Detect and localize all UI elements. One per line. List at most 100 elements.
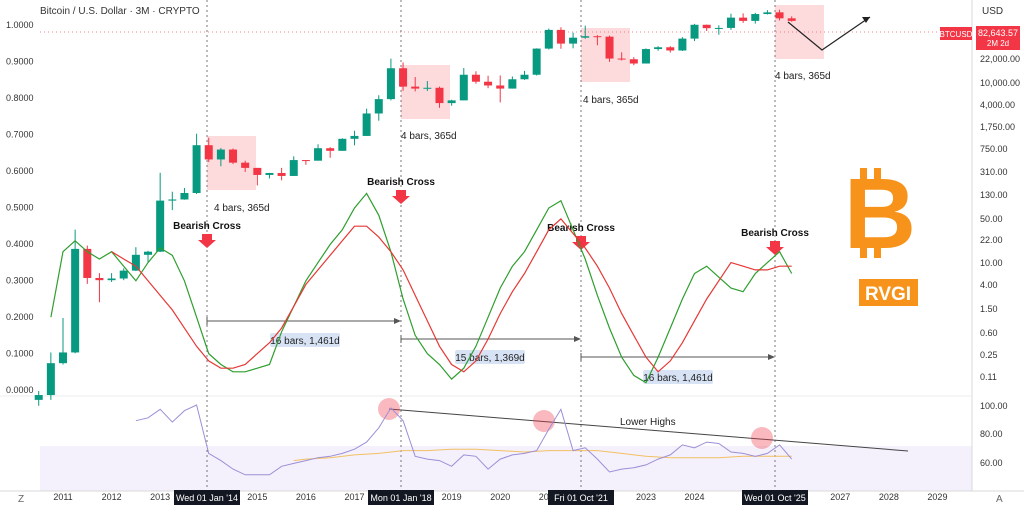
x-axis-tick: 2012 xyxy=(102,492,122,502)
candle-body xyxy=(544,29,553,49)
candle-body xyxy=(314,148,323,161)
candle-body xyxy=(532,48,541,75)
candle-body xyxy=(690,24,699,39)
x-axis-tick: 2027 xyxy=(830,492,850,502)
candle-body xyxy=(399,68,408,87)
candle-body xyxy=(374,99,383,114)
bearish-cross-label-3: Bearish Cross xyxy=(547,223,615,234)
symbol-tag-text: BTCUSD xyxy=(940,30,973,39)
bearish-cross-label-4: Bearish Cross xyxy=(741,228,809,239)
candle-body xyxy=(119,270,128,279)
candle-body xyxy=(326,148,335,151)
candle-body xyxy=(46,363,55,396)
right-price-tick: 4,000.00 xyxy=(980,100,1015,110)
candle-body xyxy=(95,277,104,281)
candle-body xyxy=(726,17,735,28)
left-axis-tick: 0.7000 xyxy=(6,130,34,140)
currency-label: USD xyxy=(982,6,1003,17)
price-tag-value: 82,643.57 xyxy=(978,28,1018,38)
bitcoin-logo-stroke-2 xyxy=(874,168,881,182)
candle-body xyxy=(265,172,274,175)
bearish-cross-arrow-2 xyxy=(392,190,410,204)
candle-body xyxy=(229,149,238,163)
right-price-tick: 22.00 xyxy=(980,235,1003,245)
projection-arrowhead xyxy=(862,17,870,23)
lower-highs-label: Lower Highs xyxy=(620,417,676,428)
left-axis-tick: 0.3000 xyxy=(6,276,34,286)
candle-body xyxy=(593,36,602,38)
range-label-1: 16 bars, 1,461d xyxy=(270,336,340,347)
x-highlight-label: Fri 01 Oct '21 xyxy=(554,493,608,503)
candle-body xyxy=(301,160,310,162)
x-axis-tick: 2017 xyxy=(344,492,364,502)
indicator-lines-group xyxy=(50,192,793,476)
bearish-cross-label-2: Bearish Cross xyxy=(367,177,435,188)
candle-body xyxy=(71,248,80,353)
left-axis-tick: 0.2000 xyxy=(6,312,34,322)
osc-high-marker-1 xyxy=(378,398,400,420)
bear-box-label-4: 4 bars, 365d xyxy=(775,71,831,82)
x-axis-tick: 2013 xyxy=(150,492,170,502)
candle-body xyxy=(666,47,675,51)
candle-body xyxy=(447,100,456,104)
rvgi-badge-text: RVGI xyxy=(865,284,911,305)
range-arrowhead-3 xyxy=(768,354,775,360)
lower-highs-trendline xyxy=(388,408,909,452)
x-highlight-bg xyxy=(742,490,808,505)
price-tag-countdown: 2M 2d xyxy=(987,39,1009,48)
candles-group xyxy=(34,9,796,406)
candle-body xyxy=(131,254,140,271)
candle-body xyxy=(59,352,67,364)
candle-body xyxy=(751,14,760,21)
left-axis-tick: 0.1000 xyxy=(6,349,34,359)
right-osc-tick: 80.00 xyxy=(980,429,1003,439)
right-price-tick: 22,000.00 xyxy=(980,54,1020,64)
candle-body xyxy=(678,38,687,51)
right-price-tick: 50.00 xyxy=(980,214,1003,224)
left-axis-tick: 0.8000 xyxy=(6,93,34,103)
x-axis-tick: 2019 xyxy=(442,492,462,502)
candle-body xyxy=(216,149,225,160)
candle-body xyxy=(192,145,201,193)
bear-box-label-3: 4 bars, 365d xyxy=(583,95,639,106)
axis-labels-group: 1.0000 0.9000 0.8000 0.7000 0.6000 0.5000 0.40… xyxy=(6,20,1020,505)
candle-body xyxy=(787,18,796,21)
oscillator-line xyxy=(135,404,793,476)
osc-high-marker-2 xyxy=(533,410,555,432)
candle-body xyxy=(484,81,493,86)
chart-title: Bitcoin / U.S. Dollar · 3M · CRYPTO xyxy=(40,6,200,17)
x-highlight-label: Mon 01 Jan '18 xyxy=(370,493,431,503)
candle-body xyxy=(289,160,298,176)
right-price-tick: 10.00 xyxy=(980,258,1003,268)
candle-body xyxy=(556,29,565,44)
corner-left: Z xyxy=(18,494,24,505)
left-axis-tick: 0.6000 xyxy=(6,166,34,176)
right-price-tick: 0.25 xyxy=(980,350,998,360)
left-axis-tick: 0.9000 xyxy=(6,57,34,67)
oscillator-ma-line xyxy=(293,448,792,462)
bear-box-3 xyxy=(581,28,630,82)
candle-body xyxy=(617,58,626,60)
candle-body xyxy=(338,138,347,151)
candle-body xyxy=(471,74,480,82)
candle-body xyxy=(350,135,359,139)
candle-body xyxy=(654,47,663,50)
right-osc-tick: 60.00 xyxy=(980,458,1003,468)
candle-body xyxy=(411,86,420,89)
x-axis-tick: 2023 xyxy=(636,492,656,502)
rvgi-line xyxy=(50,192,793,384)
candle-body xyxy=(763,12,772,15)
right-price-tick: 1,750.00 xyxy=(980,122,1015,132)
x-axis-tick: 2028 xyxy=(879,492,899,502)
candle-body xyxy=(435,87,444,104)
x-highlight-bg xyxy=(368,490,434,505)
bearish-cross-arrow-4 xyxy=(766,241,784,255)
candle-body xyxy=(204,145,213,160)
bearish-cross-arrow-1 xyxy=(198,234,216,248)
candle-body xyxy=(107,278,116,281)
bearish-cross-label-1: Bearish Cross xyxy=(173,221,241,232)
candle-body xyxy=(362,113,371,136)
right-price-tick: 310.00 xyxy=(980,167,1008,177)
